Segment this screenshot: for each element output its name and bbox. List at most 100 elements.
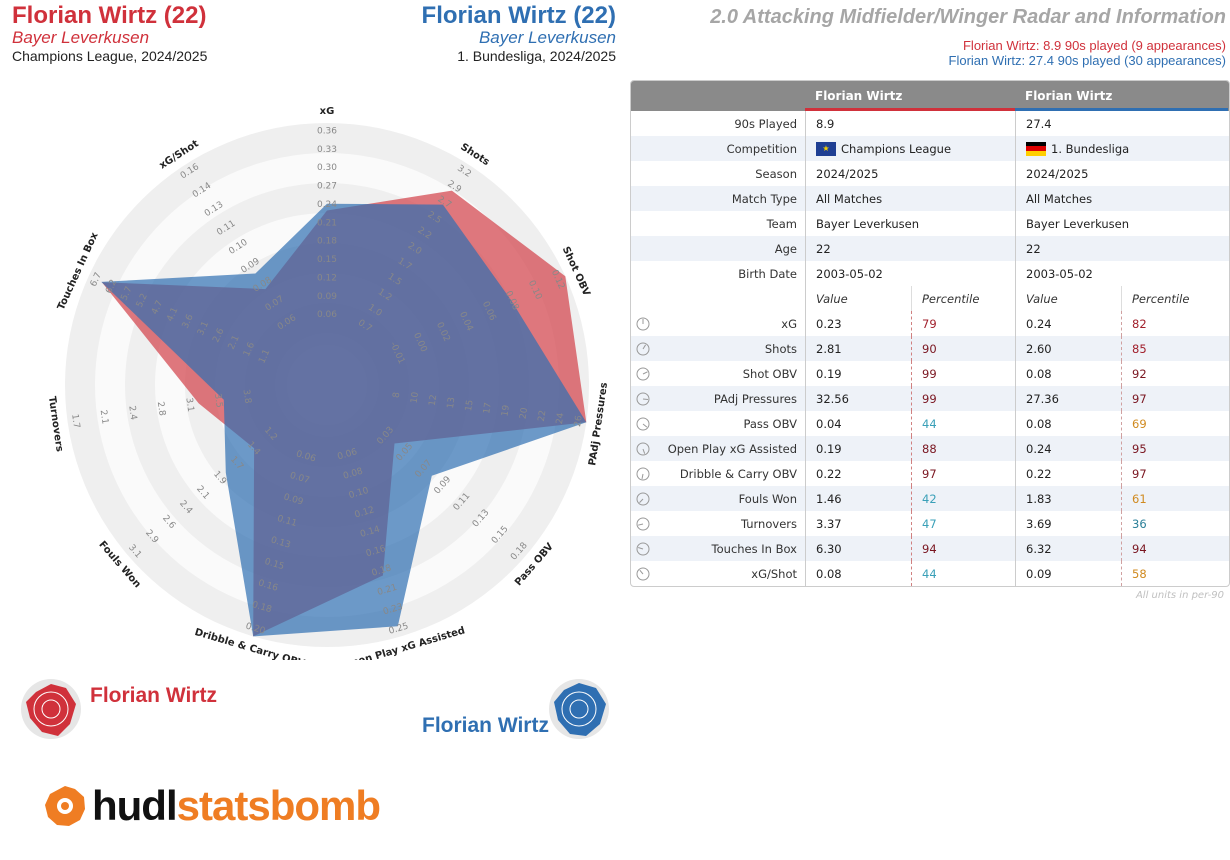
row-percentile-2: 95 [1121, 436, 1147, 461]
chart-title: 2.0 Attacking Midfielder/Winger Radar an… [710, 6, 1226, 28]
subheader-row: Value Percentile Value Percentile [631, 286, 1229, 311]
stat-dial-icon [636, 392, 650, 405]
row-value-2: 3.69 [1026, 516, 1052, 531]
table-row: Turnovers 3.37 47 3.69 36 [631, 511, 1229, 536]
radar-tick-label: 24 [555, 412, 567, 425]
stats-table: Florian Wirtz Florian Wirtz 90s Played 8.… [630, 80, 1230, 587]
radar-axis-label: xG [320, 106, 335, 117]
row-percentile-1: 99 [911, 386, 937, 411]
row-value-2: 2024/2025 [1026, 166, 1089, 181]
table-row: PAdj Pressures 32.56 99 27.36 97 [631, 386, 1229, 411]
row-value-1: Bayer Leverkusen [816, 216, 920, 231]
subtitle-player1: Florian Wirtz: 8.9 90s played (9 appeara… [962, 38, 1226, 53]
logo-text-statsbomb: statsbomb [176, 782, 381, 829]
subheader-percentile-1: Percentile [911, 286, 979, 311]
table-row: xG/Shot 0.08 44 0.09 58 [631, 561, 1229, 586]
stat-dial-icon [636, 442, 650, 455]
row-label: PAdj Pressures [713, 391, 797, 406]
radar-tick-label: 3.8 [241, 389, 253, 405]
radar-tick-label: 26 [573, 415, 585, 428]
row-value-1: 2024/2025 [816, 166, 879, 181]
row-percentile-1: 97 [911, 461, 937, 486]
player2-team: Bayer Leverkusen [478, 28, 616, 47]
info-rows: 90s Played 8.9 27.4 Competition ★ Champions L… [631, 111, 1229, 286]
stat-dial-icon [636, 367, 650, 380]
row-value-2: 6.32 [1026, 541, 1052, 556]
radar-tick-label: 22 [537, 410, 549, 423]
row-label: Match Type [731, 191, 797, 206]
row-percentile-2: 97 [1121, 386, 1147, 411]
radar-series-2 [101, 203, 587, 637]
row-label: Season [755, 166, 797, 181]
table-row: Fouls Won 1.46 42 1.83 61 [631, 486, 1229, 511]
row-value-2: 27.4 [1026, 116, 1052, 131]
player1-competition: Champions League, 2024/2025 [12, 48, 208, 64]
row-percentile-1: 90 [911, 336, 937, 361]
row-value-1: 0.19 [816, 441, 842, 456]
row-value-1: 3.37 [816, 516, 842, 531]
radar-tick-label: 0.09 [317, 292, 337, 302]
radar-tick-label: 3.1 [183, 397, 195, 413]
stat-dial-icon [636, 492, 650, 505]
logo-text-hudl: hudl [92, 782, 178, 829]
row-percentile-1: 99 [911, 361, 937, 386]
row-value-2: 0.08 [1026, 366, 1052, 381]
table-row: Competition ★ Champions League 1. Bundeslig… [631, 136, 1229, 161]
row-value-2: 0.22 [1026, 466, 1052, 481]
row-value-1: Champions League [841, 141, 952, 156]
row-label: Fouls Won [738, 491, 797, 506]
row-value-1: 0.19 [816, 366, 842, 381]
hudl-statsbomb-logo: hudlstatsbomb [42, 782, 381, 830]
row-value-2: All Matches [1026, 191, 1093, 206]
row-label: Open Play xG Assisted [667, 441, 797, 456]
table-row: Open Play xG Assisted 0.19 88 0.24 95 [631, 436, 1229, 461]
radar-tick-label: 0.21 [317, 218, 337, 228]
radar-tick-label: 20 [519, 407, 531, 420]
row-percentile-1: 44 [911, 561, 937, 586]
legend-label-blue: Florian Wirtz [422, 714, 549, 737]
radar-tick-label: 17 [482, 402, 494, 415]
row-value-1: 8.9 [816, 116, 835, 131]
radar-tick-label: 12 [428, 394, 440, 407]
row-label: Dribble & Carry OBV [679, 466, 797, 481]
table-row: Season 2024/2025 2024/2025 [631, 161, 1229, 186]
radar-tick-label: 0.30 [317, 163, 337, 173]
row-percentile-2: 61 [1121, 486, 1147, 511]
table-row: Birth Date 2003-05-02 2003-05-02 [631, 261, 1229, 286]
stat-dial-icon [636, 467, 650, 480]
row-label: Shot OBV [742, 366, 797, 381]
radar-tick-label: 3.5 [212, 393, 224, 409]
row-percentile-1: 47 [911, 511, 937, 536]
row-percentile-1: 44 [911, 411, 937, 436]
subheader-value-2: Value [1026, 291, 1058, 306]
table-header-blank [631, 81, 805, 111]
table-row: Age 22 22 [631, 236, 1229, 261]
row-value-1: 0.04 [816, 416, 842, 431]
table-row: Shot OBV 0.19 99 0.08 92 [631, 361, 1229, 386]
row-percentile-2: 94 [1121, 536, 1147, 561]
player1-title: Florian Wirtz (22) [12, 2, 207, 29]
row-value-2: Bayer Leverkusen [1026, 216, 1130, 231]
legend-label-red: Florian Wirtz [90, 684, 217, 707]
subtitle-player2: Florian Wirtz: 27.4 90s played (30 appea… [948, 53, 1226, 68]
row-value-2: 2003-05-02 [1026, 266, 1093, 281]
subheader-percentile-2: Percentile [1121, 286, 1189, 311]
table-row: Team Bayer Leverkusen Bayer Leverkusen [631, 211, 1229, 236]
row-value-1: 0.23 [816, 316, 842, 331]
radar-tick-label: 2.1 [98, 409, 110, 425]
row-label: Team [766, 216, 797, 231]
player2-title: Florian Wirtz (22) [421, 2, 616, 29]
row-percentile-1: 88 [911, 436, 937, 461]
row-value-2: 0.08 [1026, 416, 1052, 431]
radar-tick-label: 10 [410, 391, 422, 404]
table-footnote: All units in per-90 [1135, 590, 1224, 601]
row-value-1: 2.81 [816, 341, 842, 356]
stat-dial-icon [636, 567, 650, 580]
stat-dial-icon [636, 542, 650, 555]
row-percentile-1: 42 [911, 486, 937, 511]
row-value-1: 2003-05-02 [816, 266, 883, 281]
row-value-2: 0.09 [1026, 566, 1052, 581]
subheader-value-1: Value [816, 291, 848, 306]
table-row: 90s Played 8.9 27.4 [631, 111, 1229, 136]
table-row: Touches In Box 6.30 94 6.32 94 [631, 536, 1229, 561]
